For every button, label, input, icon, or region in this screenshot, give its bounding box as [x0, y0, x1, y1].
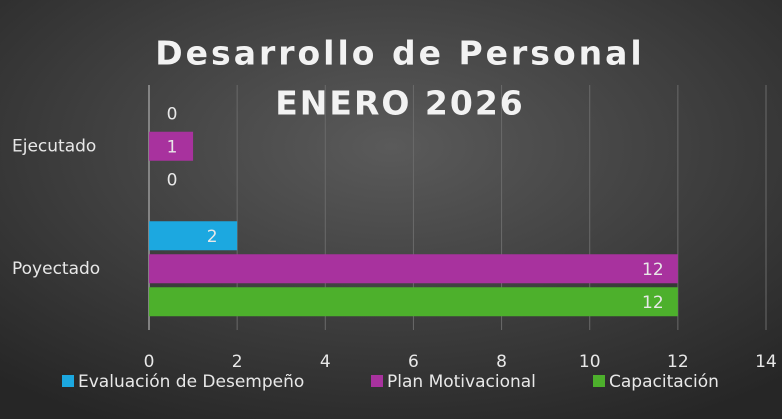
x-tick-label: 8	[496, 352, 507, 372]
data-label: 1	[167, 137, 178, 157]
bar	[149, 221, 238, 251]
data-label: 12	[642, 260, 664, 280]
legend-label: Capacitación	[609, 372, 719, 392]
bar	[149, 131, 194, 161]
y-tick-label: Poyectado	[12, 259, 100, 279]
x-tick-label: 0	[144, 352, 155, 372]
x-tick-label: 10	[579, 352, 601, 372]
bar	[149, 254, 678, 284]
x-tick-label: 12	[667, 352, 689, 372]
x-tick-label: 4	[320, 352, 331, 372]
chart-subtitle: ENERO 2026	[275, 84, 525, 123]
data-label: 0	[167, 104, 178, 124]
chart-title: Desarrollo de Personal	[155, 34, 644, 73]
bar	[149, 287, 678, 317]
data-label: 12	[642, 293, 664, 313]
legend-swatch	[62, 375, 74, 387]
data-label: 2	[207, 227, 218, 247]
x-tick-label: 2	[232, 352, 243, 372]
x-tick-label: 6	[408, 352, 419, 372]
legend-label: Plan Motivacional	[387, 372, 536, 392]
legend-label: Evaluación de Desempeño	[78, 372, 304, 392]
legend-swatch	[371, 375, 383, 387]
data-label: 0	[167, 170, 178, 190]
legend-swatch	[593, 375, 605, 387]
x-tick-label: 14	[755, 352, 777, 372]
y-tick-label: Ejecutado	[12, 136, 96, 156]
